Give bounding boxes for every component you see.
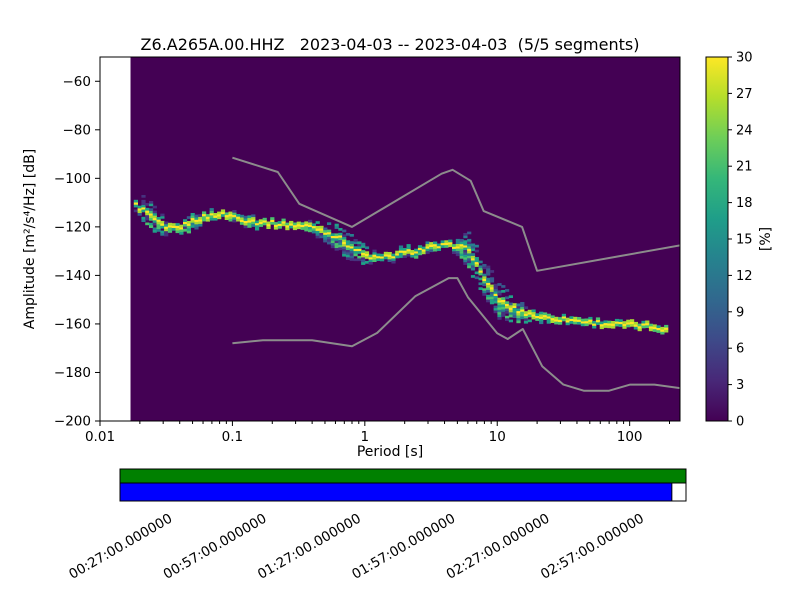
time-tick-label: 01:57:00.000000 [349, 511, 458, 583]
colorbar-tick-label: 6 [736, 342, 744, 357]
no-data-region [100, 57, 131, 421]
time-tick-label: 00:57:00.000000 [161, 511, 270, 583]
time-tick-label: 01:27:00.000000 [255, 511, 364, 583]
colorbar-label: [%] [758, 226, 774, 252]
colorbar-tick-label: 30 [736, 51, 753, 66]
colorbar-ticks: 0 3 6 9 12 15 18 21 24 27 30 [728, 51, 753, 430]
y-tick-label: −120 [54, 219, 91, 235]
plot-background [100, 57, 680, 421]
colorbar-tick-label: 18 [736, 196, 753, 211]
time-tick-label: 00:27:00.000000 [66, 511, 175, 583]
y-tick-label: −180 [54, 365, 91, 381]
colorbar-gradient [706, 57, 728, 421]
noise-model-lines [232, 156, 680, 392]
y-axis-label: Amplitude [m²/s⁴/Hz] [dB] [22, 148, 38, 330]
axes-frame [99, 56, 681, 422]
x-tick-label: 1 [361, 429, 370, 445]
y-tick-label: −60 [63, 74, 92, 90]
time-tick-label: 02:27:00.000000 [444, 511, 553, 583]
colorbar-tick-label: 24 [736, 123, 753, 138]
x-axis-label: Period [s] [356, 444, 424, 460]
plot-title: Z6.A265A.00.HHZ 2023-04-03 -- 2023-04-03… [140, 35, 640, 54]
nhnm-line [232, 156, 680, 272]
colorbar-tick-label: 27 [736, 87, 753, 102]
colorbar-tick-label: 3 [736, 378, 744, 393]
y-axis-ticks: −60 −80 −100 −120 −140 −160 −180 −200 [54, 74, 100, 430]
y-tick-label: −100 [54, 171, 91, 187]
y-tick-label: −160 [54, 316, 91, 332]
timeline: 00:27:00.00000000:57:00.00000001:27:00.0… [66, 468, 687, 583]
colorbar-tick-label: 12 [736, 269, 753, 284]
x-tick-label: 0.01 [85, 429, 115, 445]
y-tick-label: −200 [54, 414, 91, 430]
psd-histogram [133, 195, 669, 335]
colorbar-tick-label: 9 [736, 305, 744, 320]
colorbar-tick-label: 0 [736, 415, 744, 430]
x-tick-label: 10 [489, 429, 506, 445]
y-tick-label: −140 [54, 268, 91, 284]
y-tick-label: −80 [63, 122, 92, 138]
colorbar-tick-label: 21 [736, 160, 753, 175]
x-tick-label: 100 [617, 429, 643, 445]
x-axis-ticks: 0.01 0.1 1 10 100 [85, 421, 671, 445]
coverage-bar [119, 482, 673, 502]
colorbar-tick-label: 15 [736, 233, 753, 248]
nlnm-line [232, 277, 680, 392]
time-tick-label: 02:57:00.000000 [538, 511, 647, 583]
x-tick-label: 0.1 [222, 429, 243, 445]
segments-bar [119, 468, 687, 484]
